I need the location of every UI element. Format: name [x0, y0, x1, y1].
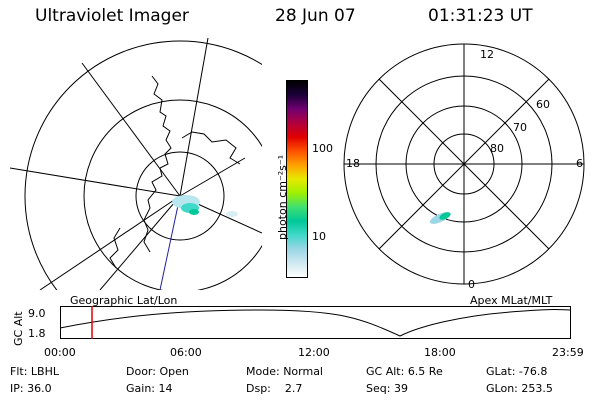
status-gain: Gain: 14 [126, 382, 173, 395]
date: 28 Jun 07 [275, 6, 356, 26]
aurora-emission [172, 195, 238, 217]
meridian [179, 157, 246, 197]
status-mode: Mode: Normal [246, 365, 323, 378]
colorbar-tick-10: 10 [312, 230, 326, 243]
xtick-0000: 00:00 [44, 346, 76, 359]
mlt-label-6: 6 [576, 157, 583, 170]
altitude-plot [60, 306, 571, 339]
meridian [9, 167, 181, 197]
xtick-2359: 23:59 [552, 346, 584, 359]
coastline [109, 227, 121, 269]
lat-circle-mid [83, 99, 262, 290]
altitude-curve [60, 309, 571, 337]
meridian [81, 62, 181, 197]
altitude-ylabel: GC Alt [12, 311, 25, 346]
status-dsp: Dsp: 2.7 [246, 382, 303, 395]
colorbar-tick-100: 100 [312, 142, 333, 155]
time: 01:31:23 UT [428, 6, 533, 26]
mlat-label-60: 60 [536, 98, 550, 111]
xtick-1200: 12:00 [298, 346, 330, 359]
mlat-label-70: 70 [513, 121, 527, 134]
right-map-caption: Apex MLat/MLT [470, 294, 553, 307]
colorbar [286, 80, 308, 278]
xtick-0600: 06:00 [170, 346, 202, 359]
altitude-ytick-low: 1.8 [28, 327, 46, 340]
polar-mlt-plot [343, 43, 585, 285]
status-door: Door: Open [126, 365, 189, 378]
status-flt: Flt: LBHL [10, 365, 59, 378]
title: Ultraviolet Imager [35, 6, 189, 26]
colorbar-unit-label: photon cm⁻²s⁻¹ [276, 154, 289, 240]
meridian [179, 37, 209, 197]
xtick-1800: 18:00 [424, 346, 456, 359]
status-glat: GLat: -76.8 [486, 365, 548, 378]
meridian [99, 195, 181, 290]
status-glon: GLon: 253.5 [486, 382, 553, 395]
mlt-label-18: 18 [346, 157, 360, 170]
lat-circle-inner [135, 151, 225, 241]
left-map-caption: Geographic Lat/Lon [70, 294, 178, 307]
lat-circle-outer [24, 40, 262, 290]
geographic-map [9, 37, 262, 290]
aurora-emission [429, 212, 451, 224]
meridian [39, 195, 181, 290]
coastline [181, 131, 241, 165]
status-seq: Seq: 39 [366, 382, 408, 395]
altitude-ytick-high: 9.0 [28, 307, 46, 320]
mlt-label-12: 12 [480, 48, 494, 61]
status-gc-alt: GC Alt: 6.5 Re [366, 365, 443, 378]
status-ip: IP: 36.0 [10, 382, 52, 395]
mlt-label-0: 0 [468, 278, 475, 291]
meridian [159, 195, 181, 290]
coastline [143, 75, 172, 253]
mlat-label-80: 80 [490, 142, 504, 155]
